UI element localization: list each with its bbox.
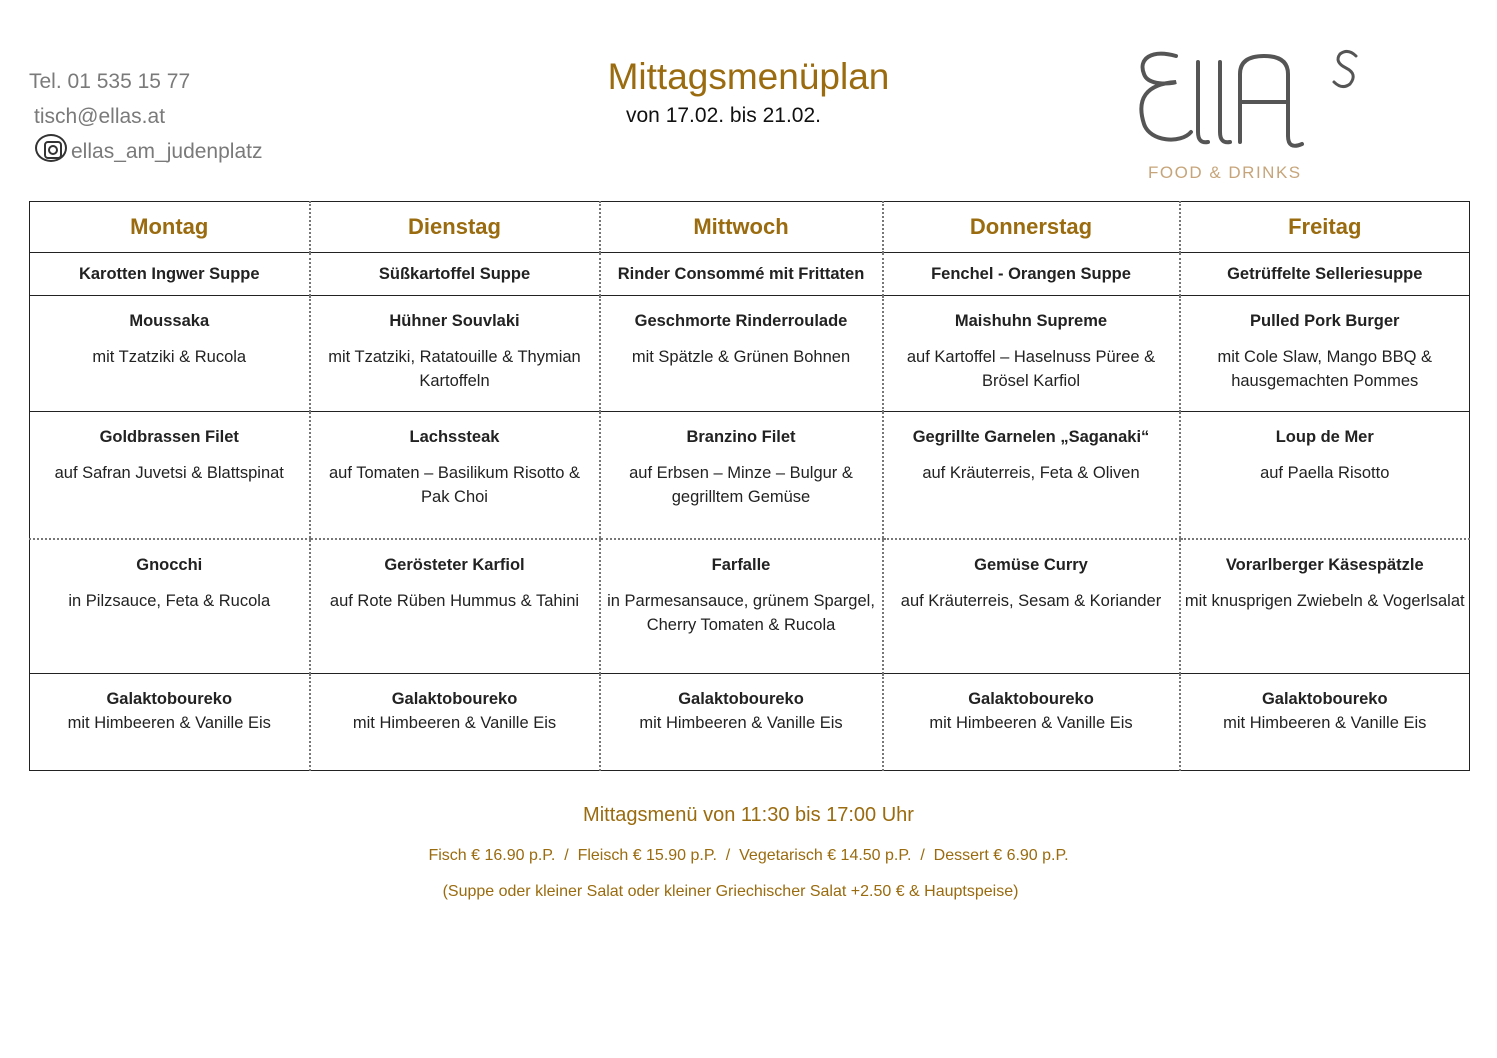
dish-cell: Pulled Pork Burger mit Cole Slaw, Mango B… xyxy=(1178,295,1470,412)
soup: Fenchel - Orangen Suppe xyxy=(881,252,1180,296)
dish-desc: mit Tzatziki & Rucola xyxy=(92,348,247,366)
dish-name: Vorarlberger Käsespätzle xyxy=(1225,556,1424,574)
dessert-name: Galaktoboureko xyxy=(106,690,233,708)
dessert-desc: mit Himbeeren & Vanille Eis xyxy=(67,714,271,732)
day-header: Mittwoch xyxy=(598,201,883,253)
day-header: Montag xyxy=(29,201,310,253)
instagram-handle: ellas_am_judenplatz xyxy=(35,134,262,164)
day-header: Donnerstag xyxy=(881,201,1180,253)
menu-note: (Suppe oder kleiner Salat oder kleiner G… xyxy=(442,883,1019,900)
dish-cell: Loup de Mer auf Paella Risotto xyxy=(1178,411,1470,540)
email: tisch@ellas.at xyxy=(34,105,166,128)
dish-cell: Hühner Souvlaki mit Tzatziki, Ratatouille… xyxy=(308,295,600,412)
dish-name: Hühner Souvlaki xyxy=(389,312,520,330)
dessert-cell: Galaktoboureko mit Himbeeren & Vanille Ei… xyxy=(1178,673,1470,771)
day-header-row: Montag Dienstag Mittwoch Donnerstag Frei… xyxy=(29,201,1470,253)
dish-name: Gnocchi xyxy=(136,556,203,574)
dish-name: Branzino Filet xyxy=(686,428,796,446)
dish-desc: in Parmesansauce, grünem Spargel, Cherry… xyxy=(607,592,875,634)
date-range: von 17.02. bis 21.02. xyxy=(626,104,821,127)
dish-desc: mit knusprigen Zwiebeln & Vogerlsalat xyxy=(1184,592,1465,610)
dish-desc: auf Erbsen – Minze – Bulgur & gegrilltem… xyxy=(629,464,853,506)
soup: Getrüffelte Selleriesuppe xyxy=(1178,252,1470,296)
dessert-cell: Galaktoboureko mit Himbeeren & Vanille Ei… xyxy=(30,674,310,771)
dish-cell: Moussaka mit Tzatziki & Rucola xyxy=(29,295,310,412)
logo-tagline: FOOD & DRINKS xyxy=(1148,163,1302,182)
dish-desc: auf Rote Rüben Hummus & Tahini xyxy=(329,592,580,610)
soup: Karotten Ingwer Suppe xyxy=(29,252,310,296)
dish-cell: Branzino Filet auf Erbsen – Minze – Bulgu… xyxy=(598,411,883,540)
dish-cell: Geschmorte Rinderroulade mit Spätzle & Gr… xyxy=(598,295,883,412)
dessert-name: Galaktoboureko xyxy=(968,690,1094,708)
dessert-cell: Galaktoboureko mit Himbeeren & Vanille Ei… xyxy=(881,673,1180,771)
instagram-icon xyxy=(35,134,67,162)
vegetarian-row: Gnocchi in Pilzsauce, Feta & Rucola Gerös… xyxy=(29,539,1470,674)
dish-name: Loup de Mer xyxy=(1275,428,1374,446)
dish-cell: Vorarlberger Käsespätzle mit knusprigen Z… xyxy=(1178,539,1470,674)
dish-cell: Gemüse Curry auf Kräuterreis, Sesam & Kor… xyxy=(881,539,1180,674)
dish-name: Gerösteter Karfiol xyxy=(384,556,525,574)
dish-name: Geschmorte Rinderroulade xyxy=(634,312,848,330)
dish-desc: in Pilzsauce, Feta & Rucola xyxy=(68,592,271,610)
serving-hours: Mittagsmenü von 11:30 bis 17:00 Uhr xyxy=(583,804,914,826)
dish-cell: Gegrillte Garnelen „Saganaki“ auf Kräuter… xyxy=(881,411,1180,540)
dish-name: Farfalle xyxy=(711,556,771,574)
soup: Rinder Consommé mit Frittaten xyxy=(598,252,883,296)
dessert-desc: mit Himbeeren & Vanille Eis xyxy=(929,714,1133,732)
dish-name: Gemüse Curry xyxy=(974,556,1088,574)
dish-desc: auf Tomaten – Basilikum Risotto & Pak Ch… xyxy=(329,464,580,506)
dessert-cell: Galaktoboureko mit Himbeeren & Vanille Ei… xyxy=(598,673,883,771)
page-title: Mittagsmenüplan xyxy=(607,56,890,97)
meat-row: Moussaka mit Tzatziki & Rucola Hühner Sou… xyxy=(29,295,1470,412)
dish-name: Gegrillte Garnelen „Saganaki“ xyxy=(912,428,1150,446)
dish-name: Moussaka xyxy=(129,312,210,330)
dish-cell: Lachssteak auf Tomaten – Basilikum Risott… xyxy=(308,411,600,540)
dish-name: Pulled Pork Burger xyxy=(1250,312,1400,330)
menu-table: Montag Dienstag Mittwoch Donnerstag Frei… xyxy=(29,201,1470,771)
dessert-cell: Galaktoboureko mit Himbeeren & Vanille Ei… xyxy=(308,673,600,771)
dessert-name: Galaktoboureko xyxy=(391,690,518,708)
soup-row: Karotten Ingwer Suppe Süßkartoffel Suppe… xyxy=(29,252,1470,296)
dish-desc: auf Kräuterreis, Sesam & Koriander xyxy=(900,592,1162,610)
dessert-desc: mit Himbeeren & Vanille Eis xyxy=(1223,714,1427,732)
day-header: Dienstag xyxy=(308,201,600,253)
dessert-row: Galaktoboureko mit Himbeeren & Vanille Ei… xyxy=(30,673,1470,771)
dish-cell: Goldbrassen Filet auf Safran Juvetsi & Bl… xyxy=(29,411,310,540)
dessert-name: Galaktoboureko xyxy=(1261,690,1388,708)
dish-name: Lachssteak xyxy=(409,428,500,446)
dish-cell: Gnocchi in Pilzsauce, Feta & Rucola xyxy=(29,539,310,674)
soup: Süßkartoffel Suppe xyxy=(308,252,600,296)
dish-desc: auf Safran Juvetsi & Blattspinat xyxy=(54,464,284,482)
instagram-text: ellas_am_judenplatz xyxy=(71,140,263,163)
dish-name: Maishuhn Supreme xyxy=(954,312,1108,330)
fish-row: Goldbrassen Filet auf Safran Juvetsi & Bl… xyxy=(29,411,1470,540)
dessert-name: Galaktoboureko xyxy=(678,690,804,708)
dish-desc: mit Spätzle & Grünen Bohnen xyxy=(631,348,851,366)
dish-cell: Farfalle in Parmesansauce, grünem Spargel… xyxy=(598,539,883,674)
dish-cell: Maishuhn Supreme auf Kartoffel – Haselnus… xyxy=(881,295,1180,412)
dish-desc: auf Kartoffel – Haselnuss Püree & Brösel… xyxy=(906,348,1156,390)
dessert-desc: mit Himbeeren & Vanille Eis xyxy=(639,714,843,732)
dish-desc: auf Kräuterreis, Feta & Oliven xyxy=(922,464,1140,482)
dish-cell: Gerösteter Karfiol auf Rote Rüben Hummus … xyxy=(308,539,600,674)
prices: Fisch € 16.90 p.P. / Fleisch € 15.90 p.P… xyxy=(428,847,1069,864)
dish-desc: mit Cole Slaw, Mango BBQ & hausgemachten… xyxy=(1217,348,1433,390)
dish-name: Goldbrassen Filet xyxy=(99,428,239,446)
dish-desc: mit Tzatziki, Ratatouille & Thymian Kart… xyxy=(328,348,581,390)
phone: Tel. 01 535 15 77 xyxy=(29,70,191,93)
dessert-desc: mit Himbeeren & Vanille Eis xyxy=(352,714,557,732)
ellas-logo xyxy=(1139,49,1358,148)
day-header: Freitag xyxy=(1178,201,1470,253)
dish-desc: auf Paella Risotto xyxy=(1260,464,1390,482)
